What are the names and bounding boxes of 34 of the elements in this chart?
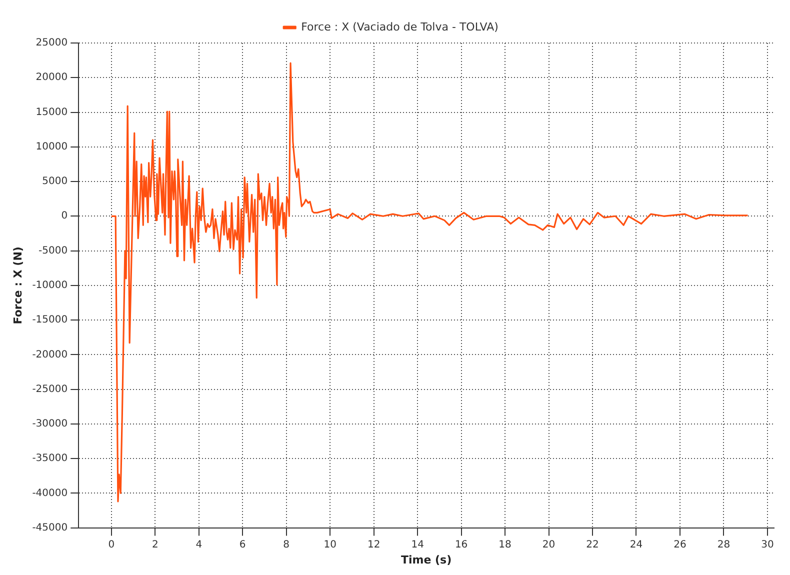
- x-tick-label: 4: [196, 539, 202, 550]
- y-tick-label: -25000: [32, 384, 68, 395]
- x-tick-label: 8: [283, 539, 290, 550]
- y-tick-label: -40000: [32, 488, 68, 499]
- y-tick-label: -35000: [32, 453, 68, 464]
- x-tick-label: 6: [239, 539, 246, 550]
- y-tick-label: 15000: [36, 106, 68, 118]
- y-tick-label: -15000: [32, 314, 68, 326]
- y-tick-label: 10000: [36, 141, 68, 152]
- x-tick-label: 26: [674, 539, 686, 550]
- x-tick-label: 2: [152, 539, 158, 550]
- x-tick-label: 16: [454, 539, 468, 550]
- y-tick-label: 0: [61, 210, 68, 222]
- x-tick-label: 10: [324, 539, 336, 550]
- x-tick-label: 0: [108, 539, 115, 550]
- y-tick-label: 20000: [36, 72, 68, 84]
- x-axis-title: Time (s): [400, 553, 452, 566]
- y-tick-label: 25000: [36, 38, 68, 49]
- y-tick-label: -30000: [32, 418, 68, 430]
- y-tick-label: -20000: [32, 349, 68, 360]
- y-tick-label: 5000: [42, 176, 68, 188]
- x-tick-label: 14: [411, 539, 424, 550]
- y-tick-label: -45000: [32, 522, 68, 534]
- x-tick-label: 28: [717, 539, 730, 550]
- y-axis-title: Force : X (N): [11, 246, 24, 324]
- x-tick-label: 20: [542, 539, 556, 550]
- x-tick-label: 30: [761, 539, 774, 550]
- y-tick-label: -5000: [38, 245, 68, 256]
- x-tick-label: 22: [586, 539, 599, 550]
- x-tick-label: 18: [498, 539, 512, 550]
- x-tick-label: 12: [367, 539, 380, 550]
- legend-label: Force : X (Vaciado de Tolva - TOLVA): [301, 20, 498, 34]
- y-tick-label: -10000: [32, 280, 68, 291]
- x-tick-label: 24: [630, 539, 643, 550]
